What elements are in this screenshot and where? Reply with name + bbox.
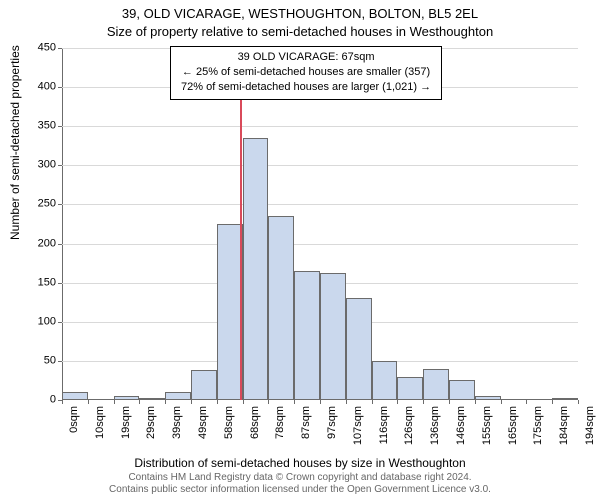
y-tick-label: 350	[22, 121, 62, 132]
y-tick-label: 450	[22, 43, 62, 54]
x-tick-mark	[243, 400, 244, 404]
y-tick-label: 100	[22, 316, 62, 327]
histogram-bar	[268, 216, 294, 400]
x-tick-mark	[526, 400, 527, 404]
chart-container: 39, OLD VICARAGE, WESTHOUGHTON, BOLTON, …	[0, 0, 600, 500]
chart-title-address: 39, OLD VICARAGE, WESTHOUGHTON, BOLTON, …	[0, 6, 600, 21]
x-tick-mark	[268, 400, 269, 404]
histogram-bar	[423, 369, 449, 400]
footer-attribution: Contains HM Land Registry data © Crown c…	[0, 472, 600, 496]
y-tick-label: 300	[22, 160, 62, 171]
histogram-bar	[243, 138, 269, 400]
chart-title-subtitle: Size of property relative to semi-detach…	[0, 24, 600, 39]
y-axis-label: Number of semi-detached properties	[8, 45, 22, 240]
x-tick-label: 184sqm	[556, 406, 570, 445]
x-tick-mark	[62, 400, 63, 404]
x-tick-label: 136sqm	[427, 406, 441, 445]
x-tick-mark	[320, 400, 321, 404]
y-tick-label: 250	[22, 199, 62, 210]
y-tick-label: 400	[22, 82, 62, 93]
x-tick-mark	[114, 400, 115, 404]
x-tick-label: 165sqm	[505, 406, 519, 445]
histogram-bar	[397, 377, 423, 400]
x-tick-label: 175sqm	[530, 406, 544, 445]
x-tick-label: 49sqm	[195, 406, 209, 439]
histogram-bar	[320, 273, 346, 401]
histogram-bar	[165, 392, 191, 400]
x-tick-mark	[191, 400, 192, 404]
footer-line-2: Contains public sector information licen…	[0, 484, 600, 496]
y-tick-label: 0	[22, 395, 62, 406]
annotation-line-1: 39 OLD VICARAGE: 67sqm	[181, 50, 431, 65]
x-tick-mark	[397, 400, 398, 404]
x-tick-mark	[346, 400, 347, 404]
histogram-bar	[449, 380, 475, 400]
y-tick-label: 150	[22, 277, 62, 288]
x-tick-label: 78sqm	[272, 406, 286, 439]
x-axis-label: Distribution of semi-detached houses by …	[0, 456, 600, 470]
x-tick-mark	[578, 400, 579, 404]
reference-line	[240, 48, 242, 400]
x-tick-label: 58sqm	[221, 406, 235, 439]
x-tick-mark	[139, 400, 140, 404]
x-tick-mark	[501, 400, 502, 404]
gridline	[62, 204, 578, 205]
x-tick-label: 107sqm	[350, 406, 364, 445]
x-tick-label: 10sqm	[92, 406, 106, 439]
x-tick-mark	[449, 400, 450, 404]
gridline	[62, 244, 578, 245]
y-axis-line	[62, 48, 63, 400]
histogram-bar	[294, 271, 320, 400]
x-tick-label: 19sqm	[118, 406, 132, 439]
histogram-bar	[552, 398, 578, 400]
x-tick-mark	[294, 400, 295, 404]
gridline	[62, 126, 578, 127]
histogram-bar	[191, 370, 217, 400]
gridline	[62, 165, 578, 166]
x-tick-mark	[165, 400, 166, 404]
histogram-bar	[114, 396, 140, 400]
y-tick-label: 50	[22, 355, 62, 366]
x-tick-label: 116sqm	[376, 406, 390, 444]
histogram-bar	[475, 396, 501, 400]
annotation-line-2: ← 25% of semi-detached houses are smalle…	[181, 65, 431, 80]
histogram-bar	[62, 392, 88, 400]
x-tick-label: 68sqm	[247, 406, 261, 439]
x-tick-mark	[475, 400, 476, 404]
plot-area: 0501001502002503003504004500sqm10sqm19sq…	[62, 48, 578, 400]
footer-line-1: Contains HM Land Registry data © Crown c…	[0, 472, 600, 484]
x-tick-label: 194sqm	[582, 406, 596, 445]
x-tick-label: 97sqm	[324, 406, 338, 439]
annotation-line-3: 72% of semi-detached houses are larger (…	[181, 80, 431, 95]
x-tick-label: 29sqm	[143, 406, 157, 439]
histogram-bar	[372, 361, 398, 400]
x-tick-mark	[372, 400, 373, 404]
x-tick-mark	[423, 400, 424, 404]
x-tick-mark	[552, 400, 553, 404]
x-tick-mark	[88, 400, 89, 404]
x-tick-label: 155sqm	[479, 406, 493, 445]
x-tick-label: 146sqm	[453, 406, 467, 445]
histogram-bar	[346, 298, 372, 400]
histogram-bar	[139, 398, 165, 400]
x-tick-label: 0sqm	[66, 406, 80, 433]
x-tick-label: 39sqm	[169, 406, 183, 439]
x-tick-mark	[217, 400, 218, 404]
x-tick-label: 126sqm	[401, 406, 415, 445]
annotation-box: 39 OLD VICARAGE: 67sqm ← 25% of semi-det…	[170, 46, 442, 100]
y-tick-label: 200	[22, 238, 62, 249]
x-tick-label: 87sqm	[298, 406, 312, 439]
